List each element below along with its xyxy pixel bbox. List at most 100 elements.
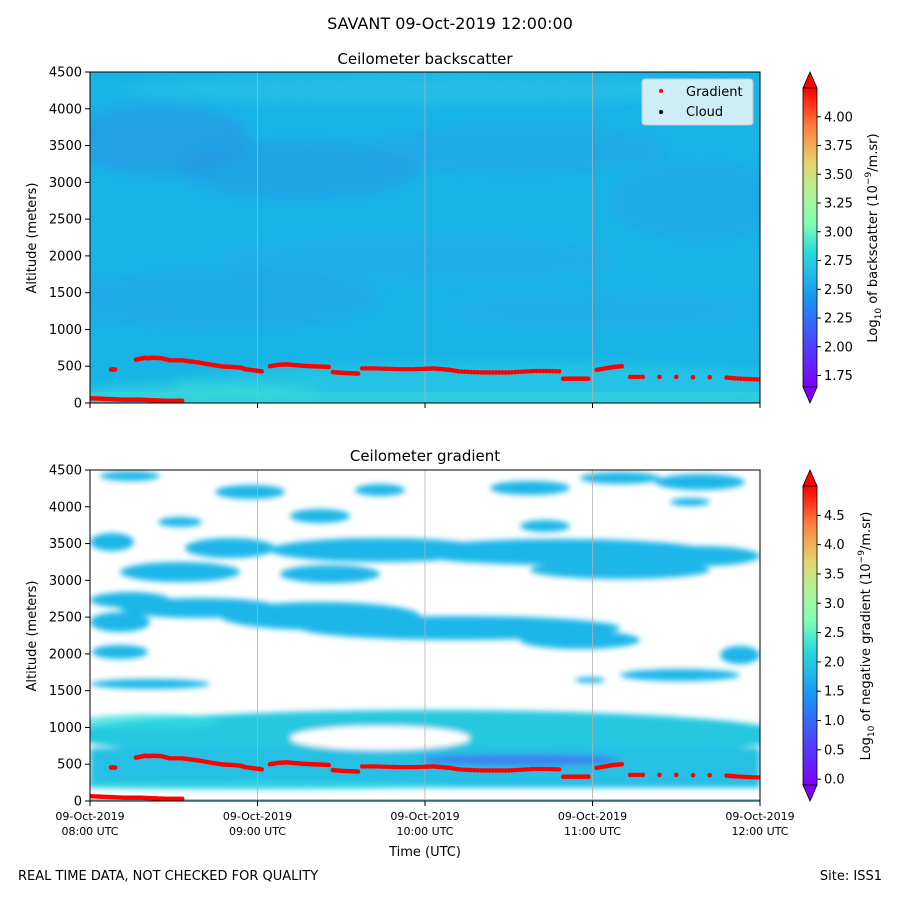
- y-tick-label: 3500: [49, 139, 82, 154]
- gradient-point: [355, 371, 361, 376]
- y-tick-label: 2500: [49, 611, 82, 626]
- legend-cloud-marker: [659, 110, 663, 114]
- x-tick-date: 09-Oct-2019: [558, 810, 627, 823]
- gradient-point: [112, 367, 118, 372]
- colorbar-tick-label: 4.0: [824, 538, 845, 553]
- colorbar-tick-label: 2.00: [824, 340, 853, 355]
- y-tick-label: 1500: [49, 684, 82, 699]
- colorbar-tick-label: 4.5: [824, 509, 845, 524]
- gradient-point: [556, 369, 562, 374]
- gradient-point: [586, 774, 591, 780]
- backscatter-y-axis: 0 500 1000 1500 2000 2500 3000 3500 4000 4500: [49, 66, 90, 412]
- y-tick-label: 3500: [49, 537, 82, 552]
- backscatter-panel: Ceilometer backscatter: [25, 50, 884, 412]
- colorbar-tick-label: 2.50: [824, 283, 853, 298]
- gradient-point: [757, 377, 760, 382]
- gradient-point: [355, 769, 361, 774]
- gradient-point: [586, 376, 591, 382]
- colorbar-tick-label: 2.0: [824, 655, 845, 670]
- y-tick-label: 4000: [49, 500, 82, 515]
- colorbar-tick-label: 0.0: [824, 773, 845, 788]
- x-tick-time: 11:00 UTC: [564, 825, 621, 838]
- legend-gradient-label: Gradient: [686, 85, 743, 100]
- colorbar-tick-label: 3.5: [824, 567, 845, 582]
- y-tick-label: 3000: [49, 574, 82, 589]
- gradient-panel: Ceilometer gradient: [25, 447, 877, 860]
- gradient-point: [619, 363, 625, 369]
- gradient-x-axis: 09-Oct-2019 08:00 UTC 09-Oct-2019 09:00 UTC…: [55, 801, 795, 838]
- legend-cloud-label: Cloud: [686, 105, 723, 120]
- gradient-point: [640, 772, 646, 778]
- gradient-point: [690, 772, 696, 778]
- gradient-point: [757, 775, 760, 780]
- y-tick-label: 2500: [49, 213, 82, 228]
- gradient-point: [707, 772, 713, 778]
- gradient-point: [673, 374, 679, 380]
- gradient-point: [556, 767, 562, 772]
- colorbar-tick-label: 3.25: [824, 197, 853, 212]
- colorbar-tick-label: 3.00: [824, 225, 853, 240]
- backscatter-grid: [257, 72, 593, 403]
- gradient-point: [619, 761, 625, 767]
- y-tick-label: 4500: [49, 464, 82, 479]
- backscatter-colorbar-label: Log10 of backscatter (10−9/m.sr): [864, 133, 884, 342]
- colorbar-tick-label: 3.0: [824, 597, 845, 612]
- gradient-grid: [257, 470, 593, 801]
- x-tick-date: 09-Oct-2019: [55, 810, 124, 823]
- gradient-point: [690, 374, 696, 380]
- colorbar-tick-label: 1.5: [824, 685, 845, 700]
- colorbar-tick-label: 2.75: [824, 254, 853, 269]
- backscatter-colorbar: 1.75 2.00 2.25 2.50 2.75 3.00 3.25 3.50 3.75 4.00…: [802, 71, 884, 404]
- colorbar-tick-label: 0.5: [824, 743, 845, 758]
- gradient-point: [673, 772, 679, 778]
- gradient-colorbar-label: Log10 of negative gradient (10−9/m.sr): [857, 512, 877, 761]
- gradient-point: [259, 369, 264, 374]
- backscatter-legend: Gradient Cloud: [641, 78, 754, 126]
- gradient-point: [112, 765, 118, 770]
- colorbar-tick-label: 3.50: [824, 168, 853, 183]
- colorbar-tick-label: 1.0: [824, 714, 845, 729]
- y-tick-label: 2000: [49, 249, 82, 264]
- backscatter-gradient-points: [90, 355, 760, 403]
- gradient-point: [259, 767, 264, 772]
- y-tick-label: 1500: [49, 286, 82, 301]
- y-tick-label: 500: [57, 360, 82, 375]
- x-tick-date: 09-Oct-2019: [390, 810, 459, 823]
- gradient-point: [657, 772, 662, 778]
- y-tick-label: 0: [74, 397, 82, 412]
- x-tick-time: 09:00 UTC: [229, 825, 286, 838]
- site-label: Site: ISS1: [819, 869, 882, 884]
- y-tick-label: 2000: [49, 647, 82, 662]
- gradient-title: Ceilometer gradient: [350, 447, 500, 465]
- y-tick-label: 4000: [49, 102, 82, 117]
- x-tick-date: 09-Oct-2019: [725, 810, 794, 823]
- gradient-point: [326, 762, 331, 768]
- x-tick-date: 09-Oct-2019: [223, 810, 292, 823]
- y-tick-label: 1000: [49, 323, 82, 338]
- backscatter-y-label: Altitude (meters): [25, 183, 40, 294]
- colorbar-tick-label: 2.25: [824, 312, 853, 327]
- gradient-point: [326, 364, 331, 370]
- gradient-point: [657, 374, 662, 380]
- gradient-point: [707, 374, 713, 380]
- colorbar-tick-label: 3.75: [824, 139, 853, 154]
- gradient-heatmap: [90, 470, 760, 801]
- gradient-gradient-points: [90, 753, 760, 801]
- backscatter-x-ticks: [89, 403, 761, 408]
- gradient-y-label: Altitude (meters): [25, 581, 40, 692]
- y-tick-label: 1000: [49, 721, 82, 736]
- legend-gradient-marker: [659, 89, 663, 93]
- colorbar-tick-label: 1.75: [824, 369, 853, 384]
- colorbar-tick-label: 4.00: [824, 110, 853, 125]
- gradient-point: [640, 374, 646, 380]
- y-tick-label: 3000: [49, 176, 82, 191]
- x-tick-time: 12:00 UTC: [731, 825, 788, 838]
- backscatter-title: Ceilometer backscatter: [337, 50, 513, 68]
- y-tick-label: 0: [74, 795, 82, 810]
- y-tick-label: 500: [57, 758, 82, 773]
- gradient-y-axis: 0 500 1000 1500 2000 2500 3000 3500 4000 4500: [49, 464, 90, 810]
- colorbar-tick-label: 2.5: [824, 626, 845, 641]
- gradient-x-label: Time (UTC): [388, 845, 461, 860]
- gradient-colorbar: 0.0 0.5 1.0 1.5 2.0 2.5 3.0 3.5 4.0 4.5 Log10 of …: [802, 469, 877, 802]
